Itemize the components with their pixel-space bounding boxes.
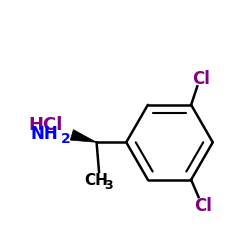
Text: CH: CH (85, 173, 108, 188)
Text: Cl: Cl (194, 197, 212, 215)
Text: 2: 2 (61, 132, 70, 145)
Polygon shape (70, 130, 96, 142)
Text: Cl: Cl (192, 70, 210, 88)
Text: 3: 3 (104, 178, 113, 192)
Text: NH: NH (30, 125, 58, 143)
Text: HCl: HCl (29, 116, 63, 134)
